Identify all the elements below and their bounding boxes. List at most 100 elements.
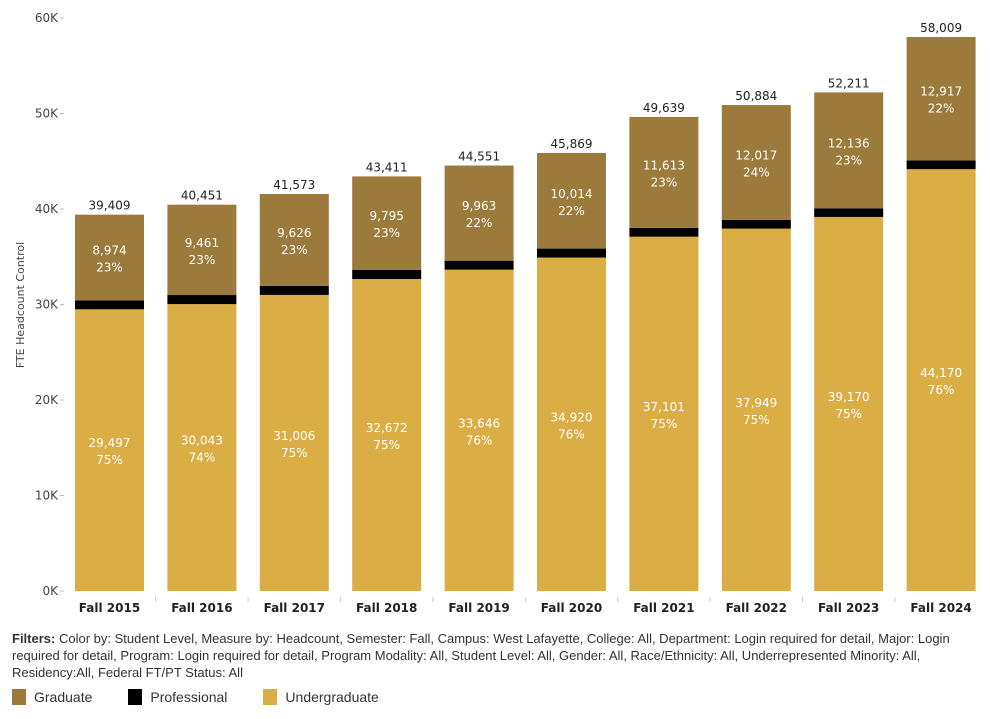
total-label: 40,451	[181, 189, 223, 203]
data-label-value: 9,795	[370, 209, 404, 223]
total-label: 41,573	[273, 178, 315, 192]
data-label-percent: 75%	[651, 417, 678, 431]
data-label-value: 9,461	[185, 236, 219, 250]
y-tick-label: 60K	[35, 11, 59, 25]
total-label: 58,009	[920, 21, 962, 35]
y-tick-label: 30K	[35, 298, 59, 312]
data-label-percent: 75%	[96, 453, 123, 467]
bar-professional	[259, 285, 329, 295]
data-label-percent: 23%	[189, 253, 216, 267]
data-label-value: 44,170	[920, 366, 962, 380]
bar-undergraduate	[814, 216, 884, 591]
data-label-percent: 22%	[466, 216, 493, 230]
data-label-value: 30,043	[181, 434, 223, 448]
bar-professional	[444, 260, 514, 270]
x-tick-label: Fall 2016	[171, 601, 232, 615]
data-label-value: 29,497	[89, 436, 131, 450]
bar-graduate	[259, 193, 329, 286]
data-label-percent: 75%	[835, 407, 862, 421]
data-label-value: 31,006	[273, 429, 315, 443]
x-tick-label: Fall 2017	[264, 601, 325, 615]
x-tick-label: Fall 2020	[541, 601, 602, 615]
x-tick-label: Fall 2024	[910, 601, 971, 615]
bar-professional	[167, 295, 237, 305]
x-tick-label: Fall 2021	[633, 601, 694, 615]
bar-undergraduate	[537, 257, 606, 591]
bar-undergraduate	[721, 228, 791, 592]
total-label: 52,211	[828, 76, 870, 90]
data-label-value: 8,974	[92, 243, 126, 257]
legend-swatch	[263, 689, 278, 705]
bar-professional	[814, 208, 884, 217]
data-label-percent: 24%	[743, 165, 770, 179]
x-tick-label: Fall 2023	[818, 601, 879, 615]
y-tick-label: 50K	[35, 107, 59, 121]
data-label-percent: 23%	[651, 175, 678, 189]
total-label: 43,411	[366, 160, 408, 174]
data-label-value: 9,963	[462, 199, 496, 213]
y-axis-label: FTE Headcount Control	[14, 242, 27, 368]
bar-professional	[75, 300, 144, 310]
stacked-bar-chart: 0K 10K 20K 30K 40K 50K 60K FTE Headcount Contro…	[14, 11, 976, 615]
data-label-value: 12,017	[735, 148, 777, 162]
data-label-percent: 76%	[466, 433, 493, 447]
bar-professional	[352, 269, 422, 279]
total-label: 49,639	[643, 101, 685, 115]
y-tick-label: 20K	[35, 393, 59, 407]
x-tick-label: Fall 2015	[79, 601, 140, 615]
bar-undergraduate	[444, 269, 514, 591]
bar-undergraduate	[259, 294, 329, 591]
bar-graduate	[167, 204, 237, 296]
bar-professional	[906, 160, 976, 170]
data-label-percent: 74%	[189, 451, 216, 465]
data-label-percent: 75%	[281, 446, 308, 460]
total-label: 44,551	[458, 150, 500, 164]
data-label-value: 39,170	[828, 390, 870, 404]
bar-undergraduate	[629, 236, 699, 591]
bar-undergraduate	[906, 169, 976, 591]
data-label-percent: 22%	[928, 102, 955, 116]
bar-graduate	[814, 92, 884, 209]
legend-item-professional[interactable]: Professional	[128, 689, 227, 705]
filters-label: Filters:	[12, 631, 56, 646]
bar-undergraduate	[75, 309, 144, 591]
data-label-value: 10,014	[551, 187, 593, 201]
bar-graduate	[906, 37, 976, 161]
bar-graduate	[75, 214, 144, 301]
total-label: 39,409	[89, 199, 131, 213]
y-tick-label: 10K	[35, 489, 59, 503]
legend-label: Professional	[150, 689, 228, 705]
x-tick-label: Fall 2019	[448, 601, 509, 615]
legend-item-graduate[interactable]: Graduate	[12, 689, 92, 705]
bar-graduate	[352, 176, 422, 270]
data-label-value: 12,136	[828, 136, 870, 150]
data-label-value: 37,101	[643, 400, 685, 414]
data-label-value: 11,613	[643, 158, 685, 172]
data-label-percent: 23%	[96, 260, 123, 274]
bar-professional	[629, 227, 699, 237]
filters-value: Color by: Student Level, Measure by: Hea…	[12, 631, 950, 680]
data-label-percent: 76%	[558, 427, 585, 441]
bar-graduate	[537, 152, 606, 249]
legend-swatch	[128, 689, 143, 705]
total-label: 50,884	[735, 89, 777, 103]
data-label-percent: 22%	[558, 204, 585, 218]
legend-label: Graduate	[34, 689, 93, 705]
data-label-value: 9,626	[277, 226, 311, 240]
bar-undergraduate	[167, 304, 237, 591]
data-label-percent: 75%	[743, 413, 770, 427]
data-label-percent: 23%	[281, 243, 308, 257]
legend: Graduate Professional Undergraduate	[12, 689, 415, 705]
data-label-value: 37,949	[735, 396, 777, 410]
data-label-value: 32,672	[366, 421, 408, 435]
bar-professional	[537, 248, 606, 258]
bar-graduate	[721, 105, 791, 220]
bar-graduate	[629, 116, 699, 228]
filters-text: Filters: Color by: Student Level, Measur…	[12, 630, 972, 681]
data-label-percent: 23%	[835, 153, 862, 167]
data-label-percent: 23%	[373, 226, 400, 240]
legend-item-undergraduate[interactable]: Undergraduate	[263, 689, 379, 705]
bar-professional	[721, 219, 791, 229]
y-tick-label: 0K	[42, 584, 59, 598]
data-label-percent: 75%	[373, 438, 400, 452]
